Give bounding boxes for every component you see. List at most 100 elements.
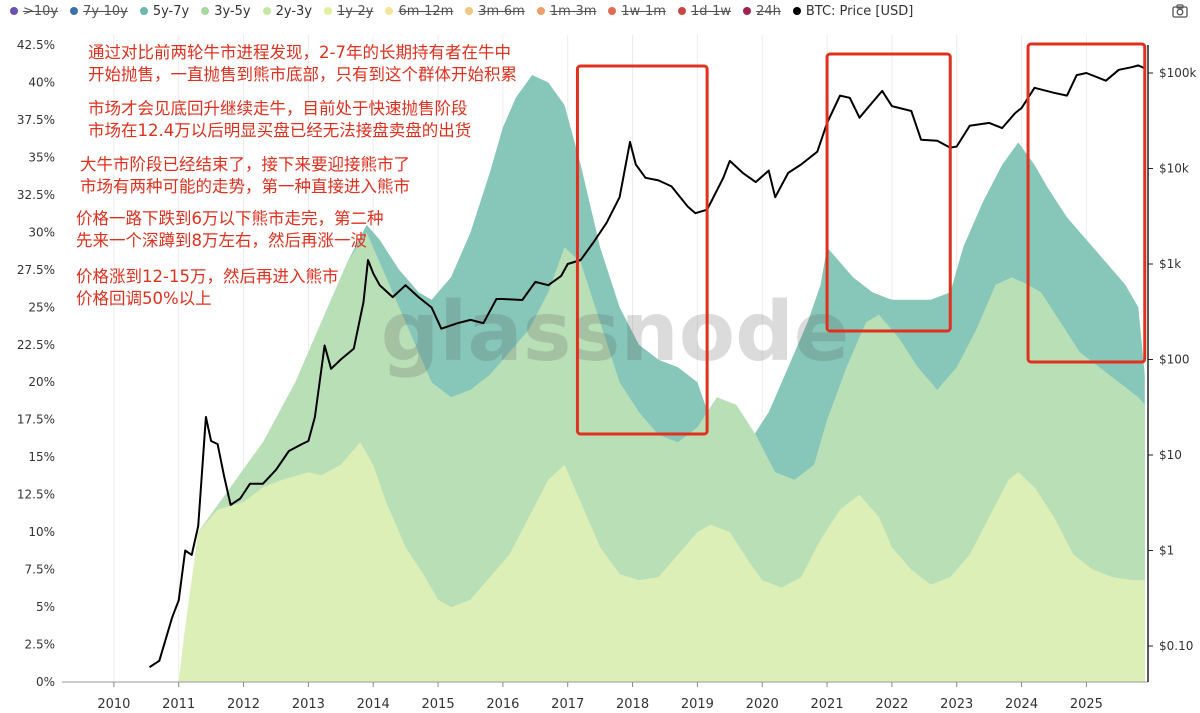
x-tick-label: 2020: [746, 697, 779, 712]
annotation-4: 价格一路下跌到6万以下熊市走完，第二种 先来一个深蹲到8万左右，然后再涨一波: [76, 208, 384, 252]
annotation-line: 价格回调50%以上: [76, 289, 212, 308]
legend-item[interactable]: 24h: [743, 4, 781, 19]
legend-label: 7y-10y: [83, 3, 128, 19]
legend-item[interactable]: 1y-2y: [324, 4, 373, 19]
y-left-tick-label: 30%: [28, 225, 55, 239]
x-tick-label: 2015: [422, 697, 455, 712]
area-series: [178, 75, 1145, 682]
legend-label: 3m-6m: [478, 3, 525, 19]
x-tick-label: 2013: [292, 697, 325, 712]
camera-icon[interactable]: [1172, 4, 1188, 18]
y-left-tick-label: 7.5%: [25, 563, 56, 577]
legend-swatch: [262, 7, 271, 15]
y-left-tick-label: 37.5%: [17, 113, 55, 127]
legend-swatch: [139, 7, 148, 15]
legend-swatch: [608, 7, 617, 15]
highlight-box: [1026, 42, 1147, 364]
y-left-tick-label: 15%: [28, 450, 55, 464]
annotation-line: 市场才会见底回升继续走牛，目前处于快速抛售阶段: [88, 99, 468, 118]
y-left-tick-label: 0%: [36, 675, 55, 689]
highlight-boxes: [575, 42, 1147, 436]
legend-swatch: [385, 7, 394, 15]
y-left-tick-label: 35%: [28, 150, 55, 164]
legend-item[interactable]: 3m-6m: [465, 4, 525, 19]
y-right-tick-label: $10k: [1159, 162, 1189, 176]
x-tick-label: 2022: [875, 697, 908, 712]
y-left-tick-label: 12.5%: [17, 488, 55, 502]
axes: 2010 2011 2012 2013 2014 2015 2016 2017 2018 2019…: [17, 38, 1197, 712]
legend-item[interactable]: 1m-3m: [536, 3, 597, 19]
y-right-tick-label: $0.10: [1159, 639, 1193, 653]
legend-swatch: [324, 7, 333, 15]
annotation-5: 价格涨到12-15万，然后再进入熊市 价格回调50%以上: [76, 266, 338, 310]
x-tick-label: 2014: [357, 697, 390, 712]
legend: >10y 7y-10y 5y-7y 3y-5y 2y-3y 1y-2y 6m-12m 3m-6…: [10, 0, 913, 22]
x-tick-label: 2016: [486, 697, 519, 712]
btc-price-line: [148, 64, 1146, 669]
annotation-3: 大牛市阶段已经结束了，接下来要迎接熊市了 市场有两种可能的走势，第一种直接进入熊…: [80, 154, 410, 198]
y-right-tick-label: $1: [1159, 544, 1174, 558]
legend-item[interactable]: 7y-10y: [70, 4, 128, 19]
legend-label: 1d-1w: [690, 3, 732, 19]
y-right-tick-label: $1k: [1159, 257, 1181, 271]
y-left-tick-label: 32.5%: [17, 188, 55, 202]
legend-item[interactable]: 1w-1m: [608, 4, 666, 19]
legend-swatch: [201, 7, 210, 15]
x-tick-label: 2011: [162, 697, 195, 712]
y-left-tick-label: 22.5%: [17, 338, 55, 352]
legend-swatch: [743, 7, 752, 15]
x-tick-label: 2012: [227, 697, 260, 712]
legend-item[interactable]: 2y-3y: [262, 4, 312, 19]
legend-label: 5y-7y: [152, 3, 190, 19]
legend-item[interactable]: >10y: [10, 4, 58, 19]
annotation-line: 大牛市阶段已经结束了，接下来要迎接熊市了: [80, 155, 410, 174]
legend-label: BTC: Price [USD]: [805, 3, 914, 19]
annotation-line: 价格涨到12-15万，然后再进入熊市: [76, 267, 339, 286]
y-left-tick-label: 2.5%: [25, 638, 56, 652]
y-left-tick-label: 27.5%: [17, 263, 55, 277]
legend-swatch: [677, 7, 686, 15]
legend-swatch: [10, 7, 18, 15]
annotation-line: 市场在12.4万以后明显买盘已经无法接盘卖盘的出货: [88, 121, 472, 140]
y-left-tick-label: 5%: [36, 600, 55, 614]
legend-item[interactable]: 6m-12m: [385, 4, 453, 19]
y-right-tick-label: $100: [1159, 353, 1190, 367]
y-left-tick-label: 17.5%: [17, 413, 55, 427]
legend-item[interactable]: BTC: Price [USD]: [792, 3, 914, 19]
legend-item[interactable]: 3y-5y: [201, 3, 251, 19]
annotation-line: 通过对比前两轮牛市进程发现，2-7年的长期持有者在牛中: [88, 43, 511, 62]
y-right-tick-label: $10: [1159, 448, 1182, 462]
y-left-tick-label: 42.5%: [17, 38, 55, 52]
legend-item[interactable]: 1d-1w: [677, 3, 732, 19]
annotation-line: 市场有两种可能的走势，第一种直接进入熊市: [80, 177, 410, 196]
x-tick-label: 2010: [97, 697, 130, 712]
legend-label: 1w-1m: [621, 3, 666, 19]
legend-swatch: [70, 7, 79, 15]
x-tick-label: 2017: [551, 697, 584, 712]
annotation-line: 先来一个深蹲到8万左右，然后再涨一波: [76, 231, 367, 250]
legend-label: >10y: [23, 3, 59, 19]
annotation-line: 开始抛售，一直抛售到熊市底部，只有到这个群体开始积累: [88, 65, 517, 84]
legend-label: 6m-12m: [398, 3, 454, 19]
x-tick-label: 2025: [1070, 697, 1103, 712]
y-left-tick-label: 20%: [28, 375, 55, 389]
legend-label: 1m-3m: [549, 3, 597, 19]
watermark: glassnode: [381, 285, 850, 380]
legend-label: 3y-5y: [214, 3, 251, 19]
legend-label: 1y-2y: [337, 3, 374, 19]
legend-item[interactable]: 5y-7y: [139, 3, 190, 19]
highlight-box: [825, 52, 952, 333]
y-left-tick-label: 25%: [28, 300, 55, 314]
annotation-1: 通过对比前两轮牛市进程发现，2-7年的长期持有者在牛中 开始抛售，一直抛售到熊市…: [88, 42, 517, 86]
annotation-2: 市场才会见底回升继续走牛，目前处于快速抛售阶段 市场在12.4万以后明显买盘已经…: [88, 98, 471, 142]
y-left-tick-label: 10%: [28, 525, 55, 539]
x-tick-label: 2023: [940, 697, 973, 712]
area-2y-3y: [178, 442, 1145, 682]
legend-swatch: [536, 7, 545, 15]
legend-swatch: [465, 7, 474, 15]
y-right-tick-label: $100k: [1159, 66, 1197, 80]
legend-label: 24h: [756, 3, 781, 19]
price-line: [148, 64, 1146, 669]
